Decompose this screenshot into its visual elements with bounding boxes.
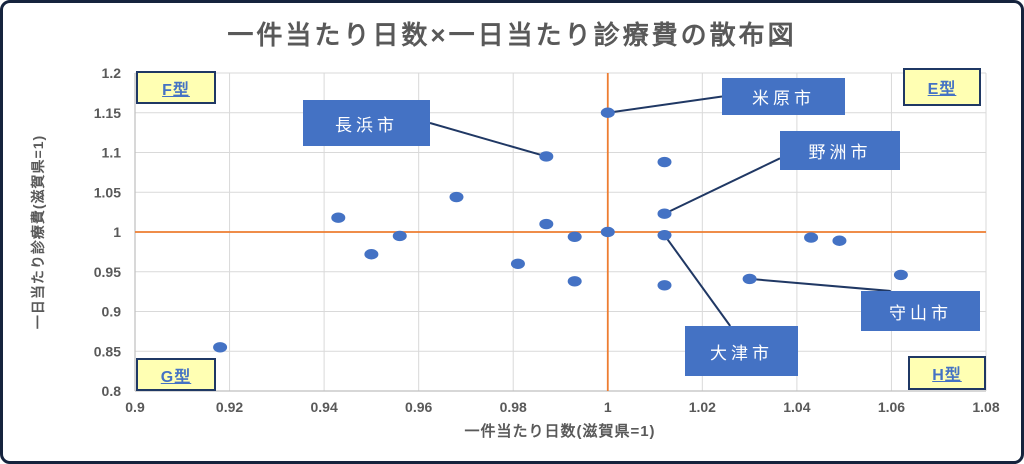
y-tick-label: 0.9 [102,304,122,320]
chart-title: 一件当たり日数×一日当たり診療費の散布図 [227,20,797,50]
x-axis-title: 一件当たり日数(滋賀県=1) [464,422,655,440]
quadrant-label-E型[interactable]: E型 [903,68,981,106]
callout-label-米原市: 米原市 [722,78,845,115]
data-point [449,191,464,203]
y-tick-label: 0.85 [94,343,121,359]
y-tick-label: 0.8 [102,383,122,399]
data-point [539,218,554,230]
data-point [510,258,525,269]
y-tick-label: 1.2 [102,65,122,81]
data-point [804,232,819,243]
callout-label-大津市: 大津市 [685,326,798,376]
x-tick-label: 0.94 [310,399,337,415]
data-point [600,226,615,238]
callout-label-野洲市: 野洲市 [780,131,900,170]
callout-leader-line [429,122,547,158]
data-point [893,269,908,281]
y-tick-label: 1.15 [94,105,121,121]
callout-label-守山市: 守山市 [861,291,980,331]
data-point [600,107,615,118]
data-point [657,229,672,241]
data-point [213,342,228,353]
x-tick-label: 1.02 [689,399,716,415]
callout-leader-line [663,234,732,327]
x-tick-label: 0.98 [500,399,527,415]
y-tick-label: 0.95 [94,264,121,280]
x-tick-label: 1.06 [878,399,905,415]
quadrant-label-G型[interactable]: G型 [136,358,216,391]
x-tick-label: 1.08 [972,399,999,415]
quadrant-label-H型[interactable]: H型 [908,356,986,390]
callout-leader-line [664,157,781,215]
quadrant-label-F型[interactable]: F型 [136,71,216,104]
data-point [657,280,672,291]
x-tick-label: 1 [604,399,612,415]
y-tick-label: 1.05 [94,184,121,200]
x-tick-label: 0.92 [216,399,243,415]
y-axis-title: 一日当たり診療費(滋賀県=1) [30,135,46,329]
data-point [364,249,379,260]
data-point [392,230,407,242]
y-tick-label: 1.1 [102,145,122,161]
x-tick-label: 1.04 [783,399,810,415]
data-point [657,156,672,168]
callout-leader-line [607,95,723,114]
y-tick-label: 1 [113,224,121,240]
data-point [832,235,847,246]
data-point [742,273,757,285]
callout-label-長浜市: 長浜市 [303,100,430,146]
x-tick-label: 0.96 [405,399,432,415]
data-point [567,276,582,287]
data-point [331,212,346,223]
callout-leader-line [749,277,891,292]
data-point [657,208,672,219]
data-point [539,151,554,162]
x-tick-label: 0.9 [125,399,145,415]
data-point [567,231,582,242]
